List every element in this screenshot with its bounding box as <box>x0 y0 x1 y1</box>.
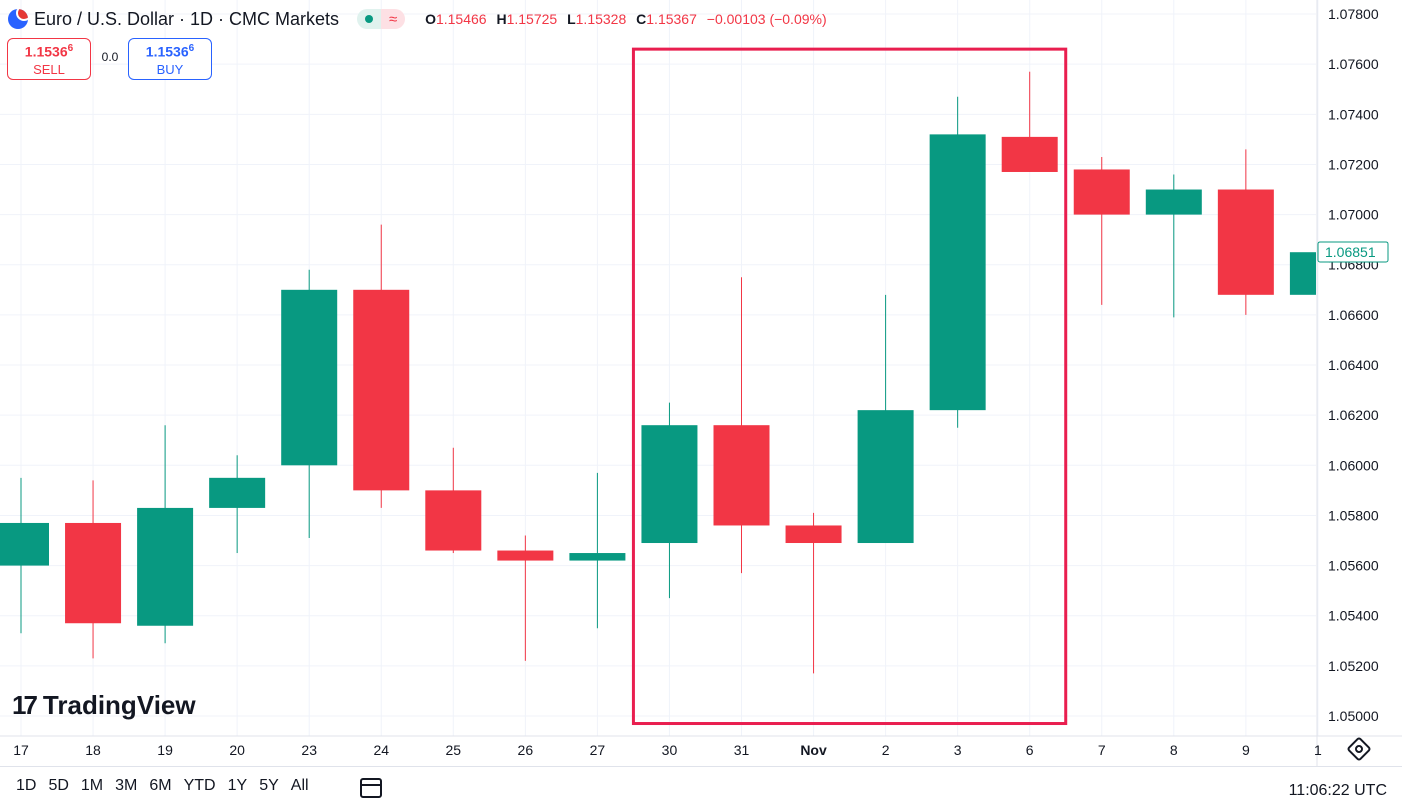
candle-body[interactable] <box>929 134 986 411</box>
ohlc-close-value: 1.15367 <box>646 11 697 27</box>
time-axis-tick-label: 9 <box>1242 742 1250 758</box>
price-axis-tick-label: 1.05200 <box>1328 658 1379 674</box>
time-axis-tick-label: 25 <box>446 742 462 758</box>
candle-body[interactable] <box>137 507 194 626</box>
sell-label: SELL <box>33 61 65 77</box>
price-axis-tick-label: 1.07600 <box>1328 56 1379 72</box>
sell-button[interactable]: 1.15366 SELL <box>7 38 91 80</box>
bottom-toolbar: 1D 5D 1M 3M 6M YTD 1Y 5Y All <box>0 766 1402 805</box>
candle-body[interactable] <box>1001 136 1058 172</box>
symbol-title[interactable]: Euro / U.S. Dollar · 1D · CMC Markets <box>34 8 340 29</box>
time-axis-tick-label: 18 <box>85 742 101 758</box>
sell-price-pip: 6 <box>67 43 74 55</box>
calendar-range-icon[interactable] <box>360 778 382 798</box>
candle-body[interactable] <box>785 525 842 544</box>
time-axis-tick-label: Nov <box>800 742 827 758</box>
ohlc-change-value: −0.00103 (−0.09%) <box>706 11 827 27</box>
price-axis-tick-label: 1.05600 <box>1328 558 1379 574</box>
candles-group <box>0 71 1346 674</box>
candle-body[interactable] <box>1073 169 1130 215</box>
spread-value: 0.0 <box>101 50 119 64</box>
symbol-header: Euro / U.S. Dollar · 1D · CMC Markets ≈ … <box>8 8 833 30</box>
candle-body[interactable] <box>1289 252 1346 295</box>
ohlc-low-value: 1.15328 <box>575 11 627 27</box>
last-price-badge <box>1317 241 1389 263</box>
price-axis-tick-label: 1.05400 <box>1328 608 1379 624</box>
candle-body[interactable] <box>569 553 626 561</box>
price-axis-tick-label: 1.06200 <box>1328 407 1379 423</box>
time-axis-tick-label: 17 <box>13 742 29 758</box>
candle-body[interactable] <box>713 425 770 526</box>
candle-body[interactable] <box>65 522 122 624</box>
highlight-box[interactable] <box>631 47 1068 726</box>
ohlc-close-key: C <box>636 11 647 27</box>
time-axis-tick-label: 30 <box>662 742 678 758</box>
time-axis-tick-label: 19 <box>157 742 173 758</box>
time-axis-tick-label: 24 <box>373 742 389 758</box>
time-axis-tick-label: 27 <box>590 742 606 758</box>
ohlc-low-key: L <box>567 11 576 27</box>
eur-usd-flag-icon <box>8 9 28 29</box>
price-axis-tick-label: 1.05800 <box>1328 507 1379 523</box>
buy-label: BUY <box>156 61 184 77</box>
price-axis-tick-label: 1.06400 <box>1328 357 1379 373</box>
range-1d[interactable]: 1D <box>16 777 37 794</box>
time-axis-tick-label: 1 <box>1314 742 1322 758</box>
clock-utc[interactable]: 11:06:22 UTC <box>1288 782 1387 799</box>
range-all[interactable]: All <box>290 777 309 794</box>
range-3m[interactable]: 3M <box>115 777 138 794</box>
candle-body[interactable] <box>1217 189 1274 295</box>
buy-button[interactable]: 1.15366 BUY <box>128 38 212 80</box>
tradingview-logo-mark: 17 <box>12 690 38 720</box>
range-5d[interactable]: 5D <box>48 777 69 794</box>
candle-body[interactable] <box>857 410 914 544</box>
time-axis-tick-label: 31 <box>734 742 750 758</box>
time-axis-tick-label: 23 <box>301 742 317 758</box>
candle-body[interactable] <box>281 289 338 466</box>
time-axis-tick-label: 26 <box>518 742 534 758</box>
price-axis-tick-label: 1.05000 <box>1328 708 1379 724</box>
ohlc-high-key: H <box>496 11 507 27</box>
wave-icon: ≈ <box>381 9 406 29</box>
range-1y[interactable]: 1Y <box>227 777 248 794</box>
time-axis-tick-label: 7 <box>1098 742 1106 758</box>
range-5y[interactable]: 5Y <box>259 777 279 794</box>
time-axis-tick-label: 20 <box>229 742 245 758</box>
price-axis-tick-label: 1.06600 <box>1328 307 1379 323</box>
buy-price: 1.1536 <box>145 43 189 60</box>
range-6m[interactable]: 6M <box>149 777 172 794</box>
candle-body[interactable] <box>353 289 410 491</box>
candle-body[interactable] <box>497 550 554 561</box>
time-axis-tick-label: 2 <box>882 742 890 758</box>
time-axis-tick-label: 6 <box>1026 742 1034 758</box>
candle-body[interactable] <box>1145 189 1202 215</box>
price-axis-tick-label: 1.07400 <box>1328 106 1379 122</box>
price-axis-tick-label: 1.07000 <box>1328 207 1379 223</box>
time-axis-tick-label: 8 <box>1170 742 1178 758</box>
tradingview-logo-text: TradingView <box>42 690 196 720</box>
last-price-label: 1.06851 <box>1325 244 1376 260</box>
ohlc-open-key: O <box>425 11 436 27</box>
price-axis-tick-label: 1.07800 <box>1328 6 1379 22</box>
ohlc-legend: O1.15466 H1.15725 L1.15328 C1.15367 −0.0… <box>425 11 833 27</box>
market-status-pill[interactable]: ≈ <box>357 9 406 29</box>
ohlc-high-value: 1.15725 <box>506 11 558 27</box>
candle-body[interactable] <box>425 490 482 551</box>
range-1m[interactable]: 1M <box>80 777 104 794</box>
sell-price: 1.1536 <box>24 43 68 60</box>
market-open-dot-icon <box>357 9 382 29</box>
range-ytd[interactable]: YTD <box>183 777 216 794</box>
time-axis-tick-label: 3 <box>954 742 962 758</box>
candle-body[interactable] <box>0 522 49 566</box>
tradingview-logo[interactable]: 17 TradingView <box>12 690 196 721</box>
candle-body[interactable] <box>209 477 266 508</box>
candle-body[interactable] <box>641 425 698 544</box>
buy-price-pip: 6 <box>188 43 195 55</box>
price-axis-tick-label: 1.07200 <box>1328 156 1379 172</box>
ohlc-open-value: 1.15466 <box>435 11 487 27</box>
price-axis-tick-label: 1.06000 <box>1328 457 1379 473</box>
